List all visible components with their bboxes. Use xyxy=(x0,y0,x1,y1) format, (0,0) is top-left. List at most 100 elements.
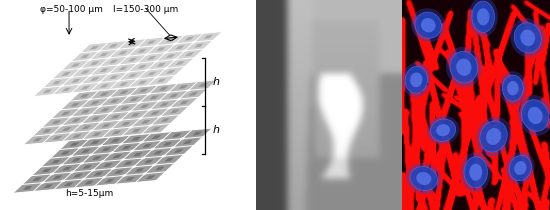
Polygon shape xyxy=(42,129,52,133)
Ellipse shape xyxy=(107,56,111,60)
Ellipse shape xyxy=(464,157,487,188)
Polygon shape xyxy=(109,99,119,103)
Polygon shape xyxy=(33,32,223,97)
Ellipse shape xyxy=(152,163,157,167)
Ellipse shape xyxy=(173,58,178,61)
Polygon shape xyxy=(156,63,166,67)
Ellipse shape xyxy=(89,114,93,117)
Ellipse shape xyxy=(87,58,92,61)
Polygon shape xyxy=(185,52,194,56)
Ellipse shape xyxy=(406,163,442,194)
Polygon shape xyxy=(101,147,111,151)
Ellipse shape xyxy=(109,127,114,130)
Polygon shape xyxy=(138,80,147,84)
Polygon shape xyxy=(62,72,71,76)
Ellipse shape xyxy=(97,65,102,68)
Polygon shape xyxy=(111,139,120,143)
Polygon shape xyxy=(90,77,100,81)
Ellipse shape xyxy=(126,70,130,74)
Ellipse shape xyxy=(173,42,178,45)
Polygon shape xyxy=(114,170,124,174)
Polygon shape xyxy=(125,177,135,181)
Polygon shape xyxy=(70,103,80,107)
Ellipse shape xyxy=(477,8,490,25)
Polygon shape xyxy=(52,136,62,140)
Ellipse shape xyxy=(107,72,111,75)
Ellipse shape xyxy=(116,48,120,51)
Polygon shape xyxy=(137,49,147,53)
Polygon shape xyxy=(41,168,51,172)
Ellipse shape xyxy=(163,51,168,54)
Polygon shape xyxy=(92,132,102,136)
Ellipse shape xyxy=(514,161,526,175)
Ellipse shape xyxy=(148,124,153,127)
Ellipse shape xyxy=(158,115,162,118)
Polygon shape xyxy=(101,123,111,127)
Polygon shape xyxy=(33,138,42,142)
Polygon shape xyxy=(94,172,103,176)
Polygon shape xyxy=(204,35,213,39)
Ellipse shape xyxy=(502,75,524,101)
Ellipse shape xyxy=(122,174,127,177)
Ellipse shape xyxy=(166,91,171,94)
Polygon shape xyxy=(158,87,168,91)
Ellipse shape xyxy=(171,146,175,149)
Ellipse shape xyxy=(102,176,106,179)
Ellipse shape xyxy=(180,137,185,140)
Ellipse shape xyxy=(177,98,181,101)
Polygon shape xyxy=(100,84,109,88)
Polygon shape xyxy=(118,66,128,70)
Polygon shape xyxy=(62,88,71,92)
Ellipse shape xyxy=(120,158,125,161)
Ellipse shape xyxy=(142,172,147,175)
Polygon shape xyxy=(119,82,128,86)
Polygon shape xyxy=(23,186,32,190)
Polygon shape xyxy=(178,85,188,89)
Ellipse shape xyxy=(514,23,541,53)
Polygon shape xyxy=(91,117,101,121)
Polygon shape xyxy=(128,42,137,46)
Polygon shape xyxy=(64,182,74,186)
Polygon shape xyxy=(123,161,133,165)
Ellipse shape xyxy=(107,96,112,99)
Polygon shape xyxy=(185,37,194,41)
Polygon shape xyxy=(71,63,80,67)
Polygon shape xyxy=(82,165,92,169)
Ellipse shape xyxy=(59,84,64,88)
Ellipse shape xyxy=(97,81,102,84)
Polygon shape xyxy=(149,95,159,100)
Ellipse shape xyxy=(111,167,116,170)
Ellipse shape xyxy=(118,103,122,106)
Ellipse shape xyxy=(507,81,519,95)
Ellipse shape xyxy=(518,95,550,136)
Ellipse shape xyxy=(147,108,152,111)
Ellipse shape xyxy=(97,50,101,52)
Polygon shape xyxy=(131,129,141,133)
Polygon shape xyxy=(198,83,208,87)
Ellipse shape xyxy=(510,18,546,57)
Polygon shape xyxy=(23,80,217,145)
Ellipse shape xyxy=(402,62,431,97)
Polygon shape xyxy=(62,127,72,131)
Ellipse shape xyxy=(469,164,482,181)
Polygon shape xyxy=(100,68,109,72)
Ellipse shape xyxy=(87,74,92,77)
Ellipse shape xyxy=(164,67,168,70)
Ellipse shape xyxy=(154,60,158,63)
Ellipse shape xyxy=(161,155,166,158)
Ellipse shape xyxy=(61,179,65,182)
Ellipse shape xyxy=(138,117,142,120)
Ellipse shape xyxy=(145,68,149,72)
Polygon shape xyxy=(146,175,156,179)
Ellipse shape xyxy=(436,124,450,136)
Ellipse shape xyxy=(91,169,95,172)
Text: h=5-15μm: h=5-15μm xyxy=(65,189,114,198)
Ellipse shape xyxy=(78,106,82,110)
Ellipse shape xyxy=(416,172,431,185)
Polygon shape xyxy=(109,75,119,79)
Ellipse shape xyxy=(87,98,92,101)
Polygon shape xyxy=(138,65,147,69)
Polygon shape xyxy=(53,175,63,179)
Ellipse shape xyxy=(108,112,113,115)
Ellipse shape xyxy=(460,152,491,192)
